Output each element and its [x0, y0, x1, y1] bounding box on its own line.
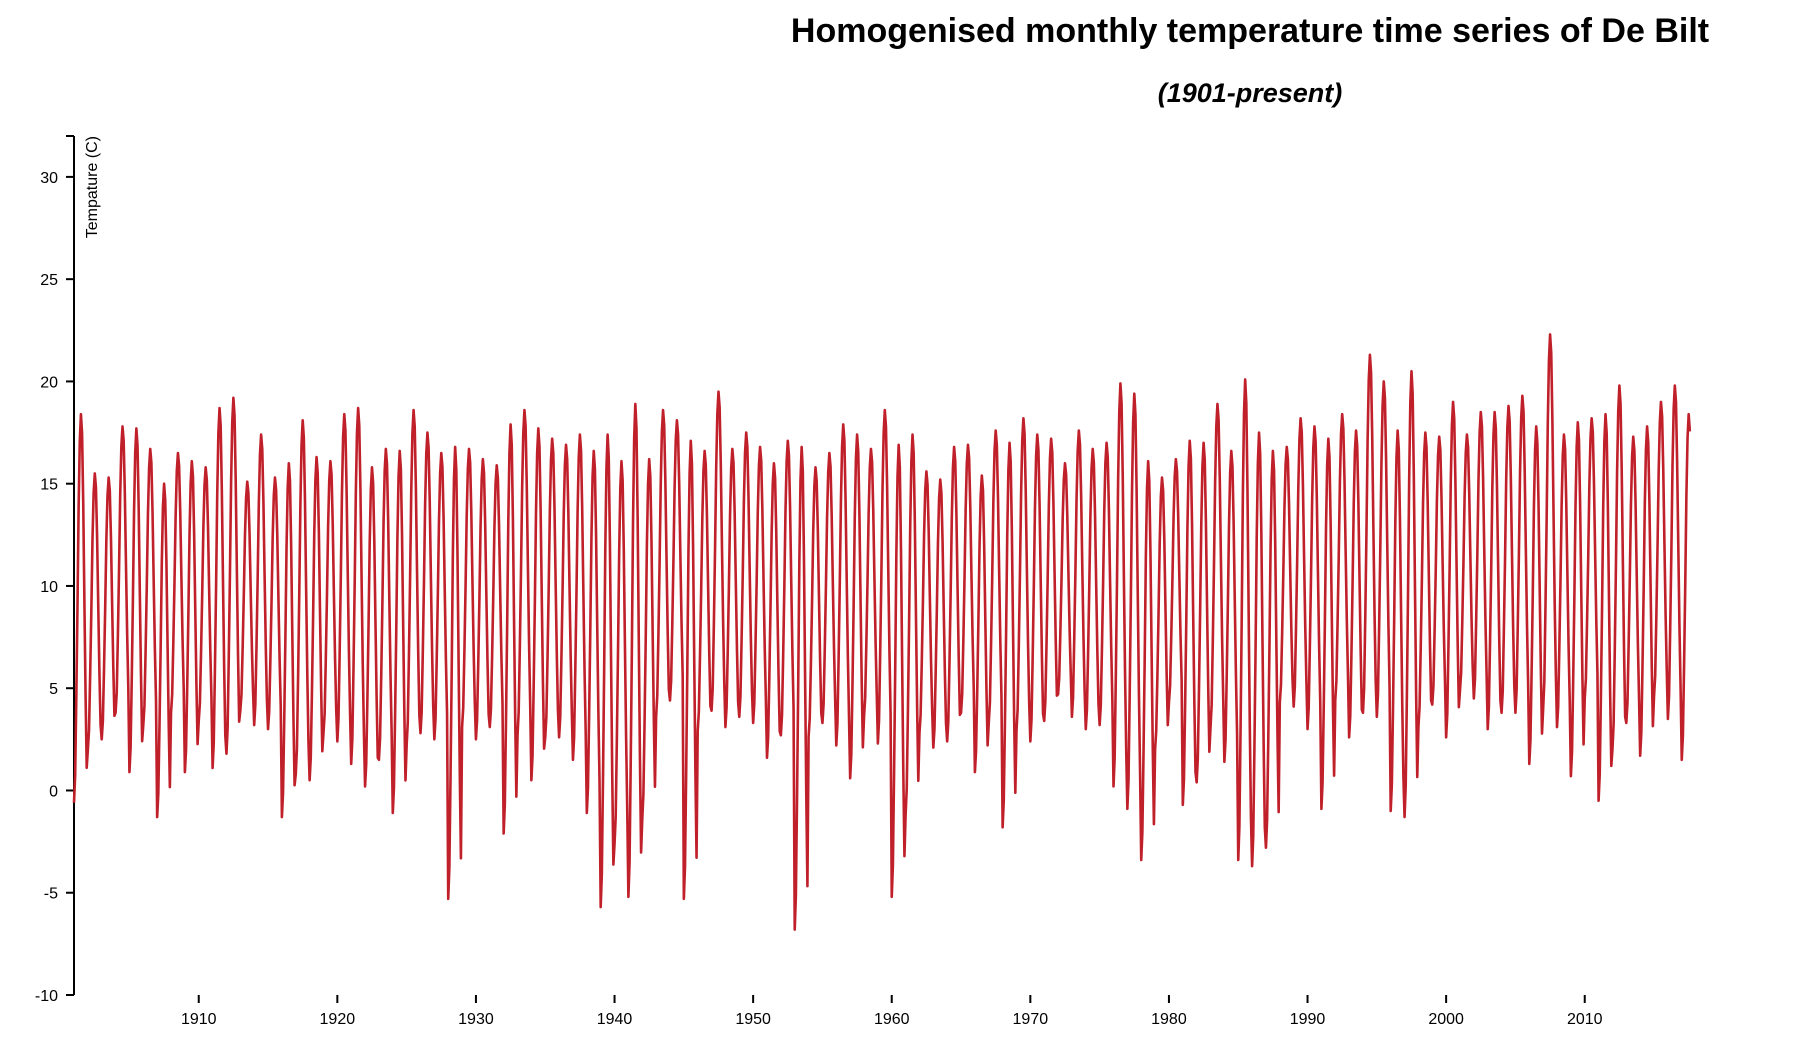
y-axis-label: Tempature (C) [84, 136, 101, 238]
chart-title: Homogenised monthly temperature time ser… [790, 12, 1710, 50]
x-tick-label: 1970 [1013, 1011, 1049, 1028]
temperature-series-line [72, 333, 1692, 931]
y-tick-label: 10 [40, 579, 58, 596]
x-tick-label: 2010 [1567, 1011, 1603, 1028]
chart-subtitle: (1901-present) [1157, 78, 1343, 108]
x-tick-label: 1920 [320, 1011, 356, 1028]
x-axis: 1910 1920 1930 1940 1950 1960 1970 1980 1990 2000… [181, 995, 1603, 1028]
x-tick-label: 2000 [1428, 1011, 1464, 1028]
y-tick-label: 25 [40, 272, 58, 289]
x-tick-label: 1950 [735, 1011, 771, 1028]
y-tick-label: 15 [40, 477, 58, 494]
y-tick-label: -10 [35, 988, 58, 1005]
x-tick-label: 1940 [597, 1011, 633, 1028]
y-tick-label: -5 [44, 886, 58, 903]
x-tick-label: 1910 [181, 1011, 217, 1028]
x-tick-label: 1960 [874, 1011, 910, 1028]
y-axis: -10 -5 0 5 10 15 20 25 30 [35, 135, 75, 1005]
y-tick-label: 5 [49, 681, 58, 698]
x-tick-label: 1930 [458, 1011, 494, 1028]
y-tick-label: 20 [40, 374, 58, 391]
y-tick-label: 0 [49, 783, 58, 800]
x-tick-label: 1990 [1290, 1011, 1326, 1028]
y-tick-label: 30 [40, 170, 58, 187]
x-tick-label: 1980 [1151, 1011, 1187, 1028]
